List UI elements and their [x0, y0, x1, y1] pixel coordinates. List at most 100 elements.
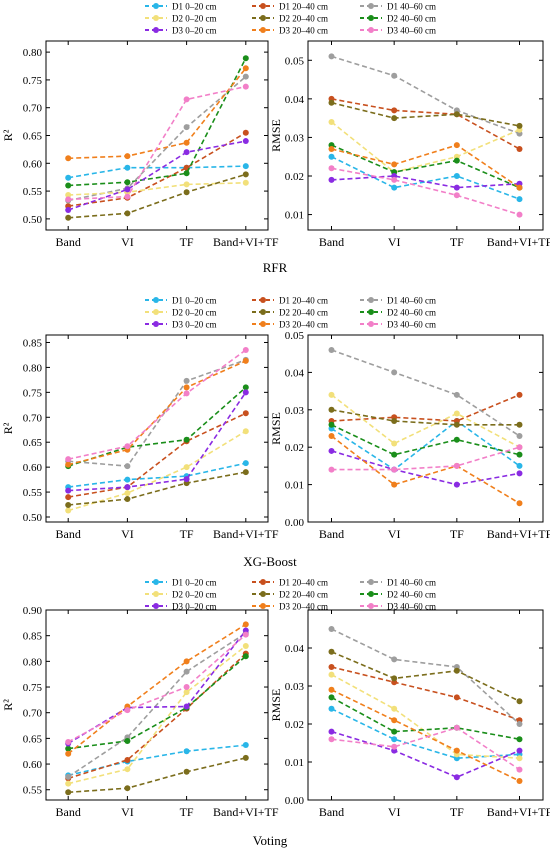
series-line — [331, 424, 520, 456]
series-line — [68, 132, 247, 207]
data-point — [242, 469, 249, 476]
data-point — [328, 421, 335, 428]
data-point — [183, 476, 190, 483]
x-tick-label: TF — [180, 527, 194, 541]
y-tick-label: 0.85 — [23, 631, 43, 643]
legend-entry-label: D2 40–60 cm — [387, 590, 436, 600]
legend-swatch-marker — [368, 579, 374, 585]
data-point — [124, 186, 131, 193]
series-line — [331, 167, 520, 216]
data-point — [516, 184, 523, 191]
data-point — [391, 176, 398, 183]
data-point — [124, 179, 131, 186]
plot-frame — [45, 40, 269, 231]
y-tick-label: 0.80 — [23, 656, 43, 668]
data-point — [516, 766, 523, 773]
data-point — [183, 703, 190, 710]
data-point — [453, 774, 460, 781]
x-tick-label: TF — [450, 527, 464, 541]
y-tick-label: 0.80 — [23, 47, 43, 59]
data-point — [453, 157, 460, 164]
data-point — [328, 686, 335, 693]
y-tick-label: 0.85 — [23, 337, 43, 349]
legend-entry-label: D1 0–20 cm — [172, 578, 217, 588]
series-line — [68, 173, 247, 219]
legend-entry-label: D3 40–60 cm — [387, 602, 436, 612]
data-point — [242, 428, 249, 435]
data-point — [328, 119, 335, 125]
data-point — [183, 189, 190, 196]
data-point — [328, 736, 335, 743]
y-tick-label: 0.01 — [285, 757, 304, 769]
series-line — [67, 386, 247, 467]
data-point — [391, 369, 398, 376]
legend-swatch-marker — [153, 297, 159, 303]
series-line — [331, 394, 520, 448]
y-tick-label: 0.50 — [23, 214, 43, 226]
y-tick-label: 0.04 — [285, 367, 305, 379]
series-line — [331, 730, 520, 779]
data-point — [183, 658, 190, 665]
data-point — [391, 466, 398, 473]
legend-entry-label: D3 0–20 cm — [172, 26, 217, 36]
y-tick-label: 0.01 — [285, 480, 304, 492]
data-point — [328, 153, 335, 160]
data-point — [124, 756, 131, 763]
y-tick-label: 0.02 — [285, 171, 304, 183]
data-point — [516, 196, 523, 203]
data-point — [391, 440, 398, 447]
series-line — [68, 391, 247, 492]
data-point — [391, 717, 398, 724]
legend-entry-label: D2 0–20 cm — [172, 590, 217, 600]
data-point — [453, 410, 460, 417]
x-tick-label: Band+VI+TF — [487, 235, 550, 249]
x-tick-label: VI — [121, 805, 134, 819]
series-line — [68, 645, 247, 785]
x-tick-label: Band+VI+TF — [487, 805, 550, 819]
y-tick-label: 0.70 — [23, 708, 43, 720]
data-point — [516, 451, 523, 458]
series-line — [68, 412, 247, 498]
model-label-rfr: RFR — [263, 260, 288, 275]
data-point — [453, 173, 460, 179]
legend-swatch-marker — [260, 321, 266, 327]
series-line — [67, 140, 246, 211]
legend-swatch-marker — [260, 579, 266, 585]
data-point — [124, 496, 131, 503]
series-line — [331, 666, 520, 721]
legend-entry-label: D3 20–40 cm — [279, 26, 328, 36]
data-point — [516, 698, 523, 705]
series-line — [331, 55, 520, 135]
data-point — [183, 96, 190, 103]
data-point — [516, 721, 523, 727]
y-tick-label: 0.50 — [23, 512, 43, 524]
data-point — [453, 694, 460, 701]
legend-swatch-marker — [260, 603, 266, 609]
data-point — [183, 124, 190, 131]
data-point — [242, 754, 249, 761]
series-line — [67, 632, 247, 778]
y-tick-label: 0.65 — [23, 733, 43, 745]
y-tick-label: 0.75 — [23, 387, 43, 399]
legend-swatch-marker — [153, 309, 159, 315]
series-line — [68, 85, 246, 201]
y-tick-label: 0.02 — [285, 719, 304, 731]
data-point — [124, 443, 131, 450]
series-line — [68, 359, 247, 467]
y-axis-label: R² — [1, 422, 15, 434]
data-point — [328, 176, 335, 183]
y-tick-label: 0.05 — [285, 55, 305, 67]
data-point — [65, 461, 72, 468]
legend-swatch-marker — [260, 3, 266, 9]
series-line — [331, 121, 520, 173]
data-point — [391, 115, 398, 122]
plot-frame — [307, 334, 544, 523]
x-tick-label: Band+VI+TF — [213, 527, 279, 541]
y-tick-label: 0.65 — [23, 131, 43, 143]
legend-entry-label: D1 40–60 cm — [387, 578, 436, 588]
data-point — [328, 626, 335, 632]
data-point — [124, 164, 131, 171]
data-point — [516, 778, 523, 784]
series-line — [331, 708, 520, 760]
series-line — [68, 57, 247, 187]
